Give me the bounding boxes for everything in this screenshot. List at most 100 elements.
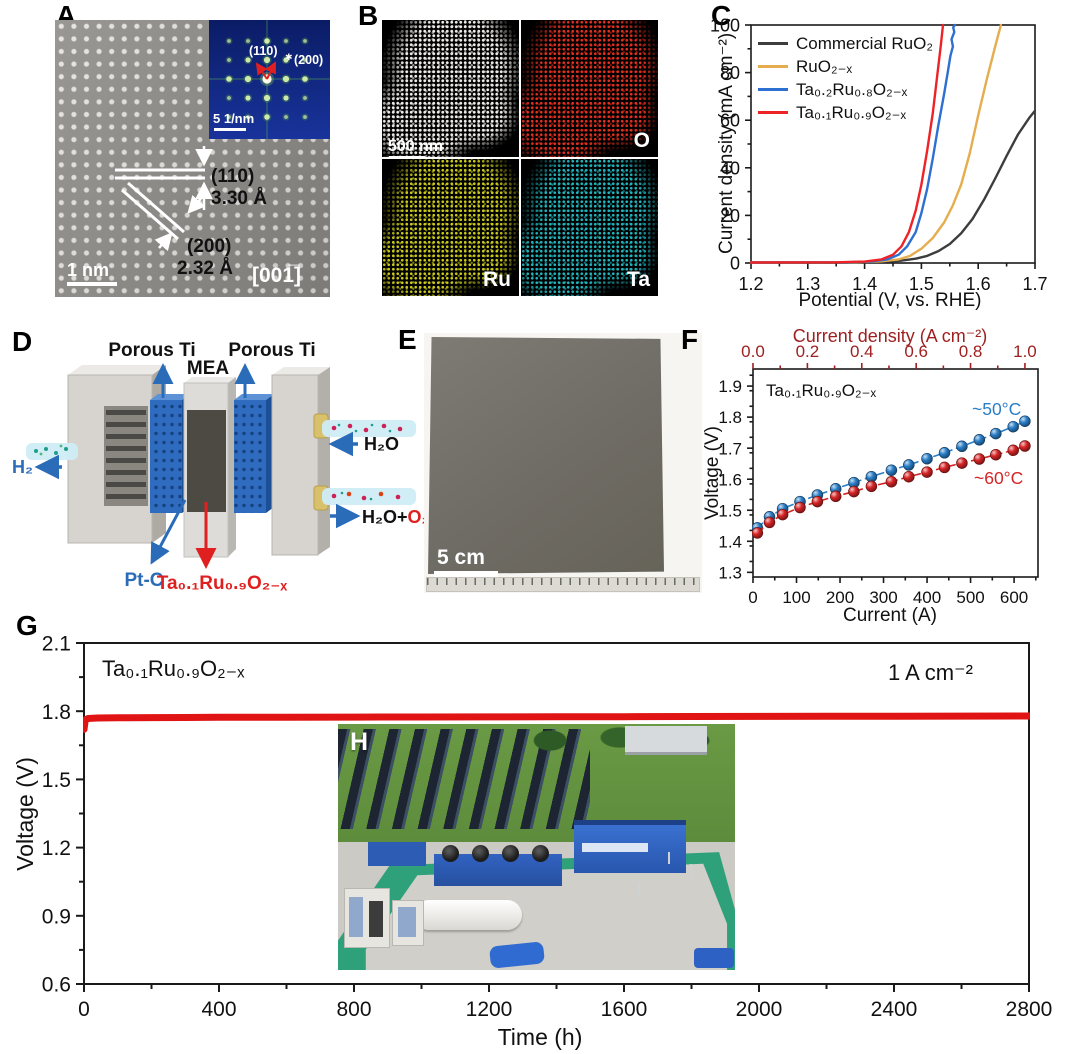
g-catalyst-annotation: Ta₀.₁Ru₀.₉O₂₋ₓ <box>102 656 245 681</box>
F-y-tick: 1.6 <box>718 470 742 489</box>
F-marker <box>1007 444 1019 457</box>
F-marker <box>903 470 915 483</box>
F-x-tick: 600 <box>1000 588 1028 607</box>
container-signage <box>582 843 648 852</box>
G-x-tick: 800 <box>336 998 371 1021</box>
panel-a-annotations: (110) 3.30 Å (200) 2.32 Å 1 nm [001̅] <box>67 146 301 287</box>
F-y-tick: 1.3 <box>718 563 742 582</box>
C-y-tick: 60 <box>720 111 740 131</box>
G-y-tick: 2.1 <box>42 633 71 656</box>
panel-b-eds-maps: 500 nm O Ru Ta <box>382 20 658 296</box>
F-x-tick: 100 <box>782 588 810 607</box>
C-y-tick: 100 <box>710 15 740 35</box>
fan-icon <box>472 845 489 862</box>
tantalum-map-label: Ta <box>627 268 650 291</box>
G-x-tick: 0 <box>78 998 90 1021</box>
F-marker <box>776 508 789 521</box>
membrane-electrode-sheet <box>428 337 664 574</box>
catalyst-label: Ta₀.₁Ru₀.₉O₂₋ₓ <box>157 573 287 594</box>
blue-equipment <box>694 948 734 968</box>
F-top-tick: 0.8 <box>959 342 983 361</box>
C-x-tick: 1.4 <box>852 274 877 294</box>
small-cabinet <box>392 900 424 946</box>
plane-200-label: (200) <box>187 236 231 257</box>
catalyst-layer <box>187 410 226 512</box>
F-marker <box>752 527 764 539</box>
pole <box>668 852 670 864</box>
F-y-tick: 1.9 <box>718 377 742 396</box>
F-marker <box>990 427 1002 440</box>
F-marker <box>829 490 842 503</box>
fft-spot2-label: (200) <box>294 53 323 67</box>
tantalum-map-particle <box>521 159 658 296</box>
F-marker <box>1007 420 1019 433</box>
tem-scalebar <box>67 282 117 286</box>
porous-ti-left-label: Porous Ti <box>108 340 195 361</box>
equipment-box <box>368 842 426 866</box>
c-legend-swatch <box>758 65 788 68</box>
c-legend-swatch <box>758 42 788 45</box>
mea-plate <box>183 377 236 558</box>
porous-ti-plate-right <box>234 394 274 513</box>
panel-e-photo: 5 cm <box>424 333 702 593</box>
c-legend-swatch <box>758 111 788 114</box>
eds-map-ruthenium: Ru <box>382 159 519 296</box>
F-marker <box>865 480 878 493</box>
F-marker <box>885 475 898 488</box>
F-marker <box>921 466 933 478</box>
e-scalebar-label: 5 cm <box>437 546 485 569</box>
C-series-3 <box>750 23 945 264</box>
F-marker <box>794 501 806 514</box>
G-x-tick: 1600 <box>601 998 648 1021</box>
panel-h-photo: H <box>338 724 735 970</box>
F-y-tick: 1.8 <box>718 408 742 427</box>
fan-icon <box>502 845 519 862</box>
G-x-tick: 2000 <box>736 998 783 1021</box>
cabinet-panel <box>349 897 363 937</box>
panel-d-schematic: Porous Ti Porous Ti MEA H₂ H₂O H₂O+O₂ Pt… <box>12 340 430 594</box>
F-top-tick: 0.6 <box>904 342 928 361</box>
control-cabinet <box>344 888 390 948</box>
c-legend-swatch <box>758 88 788 91</box>
F-marker <box>811 495 824 508</box>
haadf-particle <box>382 20 519 157</box>
porous-ti-right-label: Porous Ti <box>228 340 315 361</box>
fan-icon <box>532 845 549 862</box>
F-x-tick: 400 <box>913 588 941 607</box>
lsv-chart-svg: 1.2 1.3 1.4 1.5 1.6 1.7 0 20 40 60 80 100 <box>710 15 1048 294</box>
f-series-60c-label: ~60°C <box>974 468 1024 488</box>
ptc-arrow <box>150 499 187 565</box>
C-y-tick: 40 <box>720 158 740 178</box>
hydrogen-outlet-pipe <box>26 443 78 460</box>
G-x-tick: 1200 <box>466 998 513 1021</box>
G-y-tick: 1.5 <box>42 769 71 792</box>
ruler <box>426 577 700 592</box>
h2o-o2-prefix: H₂O+ <box>362 507 408 527</box>
h2-label: H₂ <box>12 457 33 477</box>
cabinet-door <box>369 901 383 937</box>
C-x-tick: 1.3 <box>795 274 820 294</box>
F-marker <box>1019 415 1031 427</box>
F-marker <box>973 453 986 465</box>
C-x-tick: 1.6 <box>966 274 991 294</box>
pole <box>638 884 640 896</box>
panel-a-hrtem-image: (110) 3.30 Å (200) 2.32 Å 1 nm [001̅] <box>55 20 330 297</box>
G-y-tick: 1.8 <box>42 701 71 724</box>
f-x-axis-title: Current (A) <box>843 605 937 626</box>
f-catalyst-annotation: Ta₀.₁Ru₀.₉O₂₋ₓ <box>766 381 877 400</box>
F-top-tick: 0.0 <box>741 342 765 361</box>
stability-chart-svg: 0 400 800 1200 1600 2000 2400 2800 0.6 0.9 1.2 1.5 1… <box>42 633 1053 1021</box>
G-y-tick: 0.6 <box>42 974 71 997</box>
c-legend-label: Ta₀.₂Ru₀.₈O₂₋ₓ <box>796 79 908 99</box>
fft-scalebar <box>214 128 246 131</box>
zone-axis-label: [001̅] <box>252 264 301 287</box>
c-legend-item-0: Commercial RuO₂ <box>758 32 933 55</box>
panel-f-chart: Current density (A cm⁻²) 0 100 200 300 400 50… <box>700 325 1080 637</box>
eds-scalebar <box>389 156 425 157</box>
panel-g-chart: 0 400 800 1200 1600 2000 2400 2800 0.6 0.9 1.2 1.5 1… <box>0 606 1080 1054</box>
F-marker <box>763 516 776 529</box>
C-x-tick: 1.5 <box>909 274 934 294</box>
panel-c-chart: 1.2 1.3 1.4 1.5 1.6 1.7 0 20 40 60 80 100 Current d… <box>700 0 1080 322</box>
mea-label: MEA <box>187 358 230 379</box>
oxygen-map-particle <box>521 20 658 157</box>
